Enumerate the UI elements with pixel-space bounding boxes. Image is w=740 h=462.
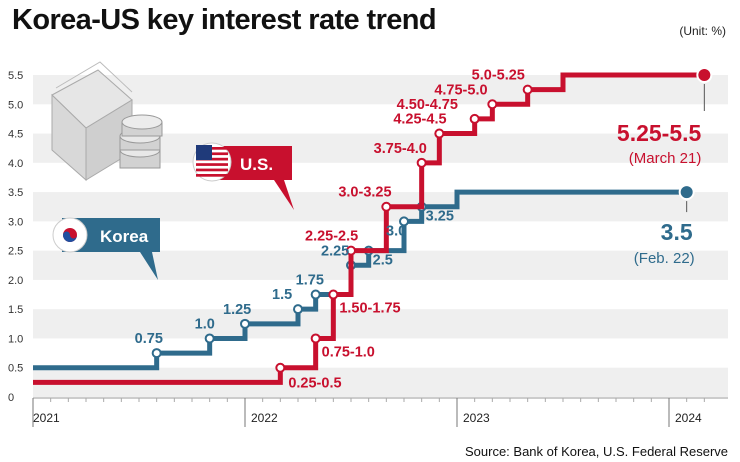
y-tick-label: 1.5 — [8, 304, 23, 316]
data-labels: 0.75 1.0 1.25 1.51.75 2.25 2.5 3.0 3.25 0.25-0.5… — [135, 68, 705, 392]
us-point — [469, 113, 480, 124]
us-point — [346, 245, 356, 256]
korea-point — [151, 348, 162, 359]
x-tick-label: 2023 — [463, 411, 490, 425]
korea-data-label: 2.25 — [321, 243, 349, 259]
korea-point — [240, 318, 250, 329]
cash-icon — [121, 114, 163, 130]
x-tick-label: 2024 — [675, 411, 702, 425]
korea-data-label: 0.75 — [135, 331, 163, 347]
korea-data-label: 2.5 — [373, 253, 393, 269]
korea-data-label: 1.0 — [195, 316, 215, 332]
us-flag-icon — [196, 168, 228, 172]
us-data-label: 2.25-2.5 — [305, 229, 358, 245]
us-point — [381, 201, 392, 212]
korea-point — [399, 216, 409, 227]
korea-data-label: 1.75 — [296, 273, 324, 289]
y-tick-label: 4.5 — [8, 129, 23, 141]
us-end-point — [696, 67, 713, 83]
grid-band — [33, 75, 728, 105]
cash-icon — [55, 61, 133, 93]
us-point — [328, 289, 339, 300]
y-tick-label: 5.5 — [8, 70, 23, 82]
unit-label: (Unit: %) — [679, 24, 726, 38]
y-tick-label: 3.0 — [8, 216, 23, 228]
y-tick-label: 0 — [8, 392, 14, 404]
us-data-label: 4.25-4.5 — [393, 112, 446, 128]
us-data-label: 3.75-4.0 — [374, 141, 427, 157]
y-tick-label: 4.0 — [8, 158, 23, 170]
us-data-label: 0.75-1.0 — [322, 344, 375, 360]
us-flag-icon — [196, 163, 228, 166]
us-current-date: (March 21) — [629, 150, 702, 167]
korea-current-date: (Feb. 22) — [634, 250, 695, 267]
x-tick-label: 2022 — [251, 411, 278, 425]
korea-data-label: 3.25 — [426, 209, 454, 225]
korea-flag-icon — [63, 231, 77, 242]
us-point — [416, 157, 427, 168]
us-point — [487, 99, 498, 110]
us-data-label: 5.0-5.25 — [472, 68, 525, 84]
us-point — [434, 128, 445, 139]
korea-current-rate: 3.5 — [661, 219, 693, 245]
y-tick-label: 2.0 — [8, 275, 23, 287]
us-data-label: 1.50-1.75 — [339, 301, 400, 317]
y-tick-label: 1.0 — [8, 333, 23, 345]
grid-band — [33, 192, 728, 222]
korea-data-label: 1.25 — [223, 302, 251, 318]
us-point — [522, 84, 533, 95]
us-flag-icon — [196, 145, 212, 160]
us-point — [275, 362, 286, 373]
chart-title: Korea-US key interest rate trend — [12, 4, 437, 36]
us-tag-label: U.S. — [240, 155, 273, 174]
us-series — [33, 67, 713, 385]
series-tags: Korea U.S. — [52, 142, 294, 280]
grid-band — [33, 309, 728, 339]
us-data-label: 0.25-0.5 — [288, 376, 341, 392]
y-tick-label: 0.5 — [8, 363, 23, 375]
korea-point — [293, 304, 303, 315]
us-data-label: 3.0-3.25 — [338, 185, 391, 201]
x-axis: 2021 2022 2023 2024 — [32, 397, 728, 427]
y-tick-label: 2.5 — [8, 246, 23, 258]
us-data-label: 4.75-5.0 — [434, 82, 487, 98]
us-data-label: 4.50-4.75 — [397, 97, 458, 113]
us-flag-icon — [196, 174, 228, 177]
x-tick-label: 2021 — [33, 411, 60, 425]
money-illustration — [51, 61, 163, 182]
korea-data-label: 1.5 — [272, 287, 292, 303]
korea-point — [204, 333, 215, 344]
korea-end-point — [678, 184, 695, 201]
y-tick-label: 5.0 — [8, 99, 23, 111]
us-current-rate: 5.25-5.5 — [617, 120, 702, 146]
y-tick-label: 3.5 — [8, 187, 23, 199]
source-note: Source: Bank of Korea, U.S. Federal Rese… — [464, 444, 728, 459]
korea-data-label: 3.0 — [386, 223, 406, 239]
korea-point — [310, 289, 321, 300]
korea-tag-label: Korea — [100, 227, 149, 246]
y-axis-ticks: 0 0.5 1.0 1.5 2.0 2.5 3.0 3.5 4.0 4.5 5.0 5.5 — [8, 70, 23, 404]
us-point — [310, 333, 321, 344]
